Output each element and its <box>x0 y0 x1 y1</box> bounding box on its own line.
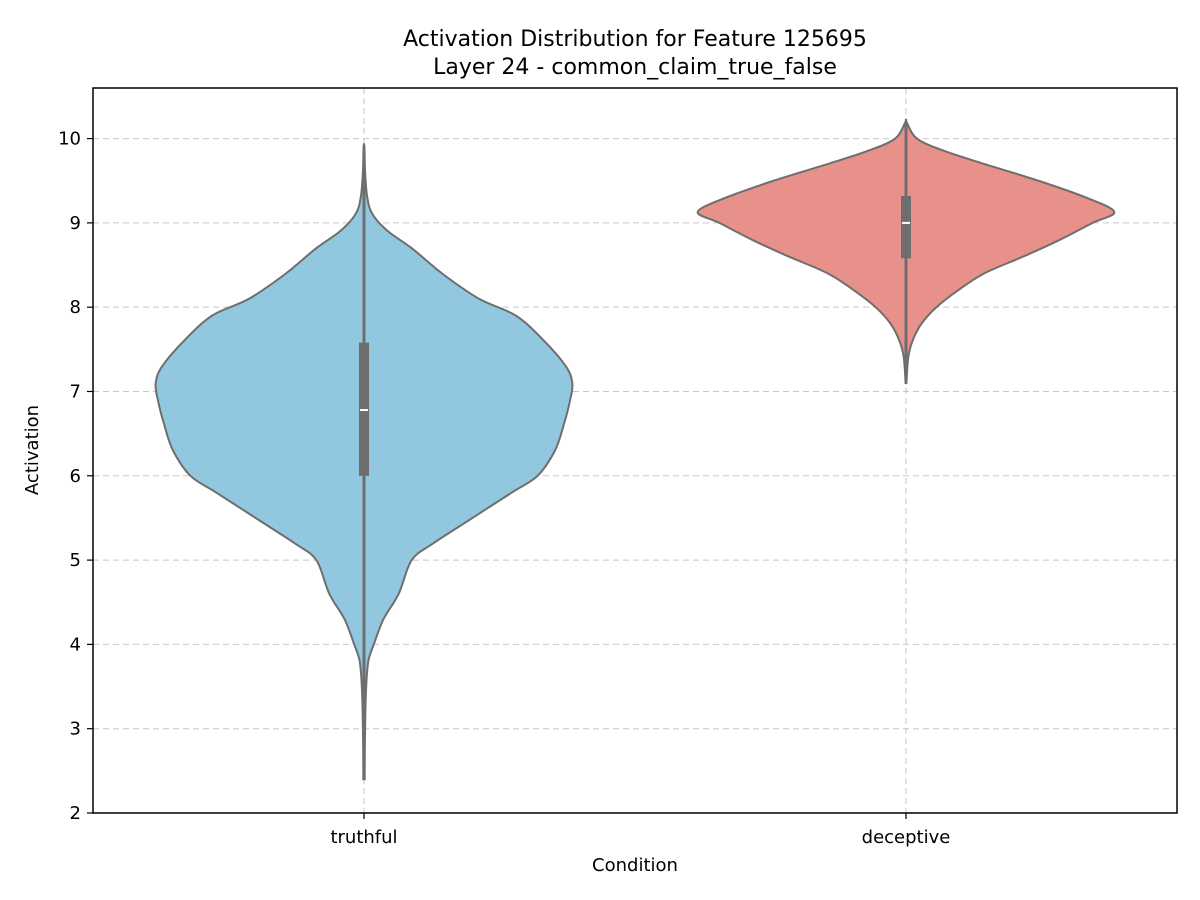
y-tick-label: 8 <box>70 297 81 318</box>
chart-title: Activation Distribution for Feature 1256… <box>403 27 867 52</box>
y-tick-label: 4 <box>70 634 81 655</box>
y-axis-label: Activation <box>22 405 43 495</box>
x-tick-label: truthful <box>330 827 397 848</box>
y-tick-label: 9 <box>70 213 81 234</box>
violin-deceptive <box>698 120 1115 384</box>
y-tick-label: 2 <box>70 803 81 824</box>
chart-subtitle: Layer 24 - common_claim_true_false <box>433 55 837 80</box>
x-tick-label: deceptive <box>862 827 951 848</box>
y-tick-label: 3 <box>70 719 81 740</box>
violin-layer <box>156 120 1115 780</box>
y-tick-label: 5 <box>70 550 81 571</box>
iqr-box-deceptive <box>901 196 911 258</box>
y-tick-label: 6 <box>70 466 81 487</box>
x-axis-label: Condition <box>592 855 678 876</box>
y-tick-label: 7 <box>70 381 81 402</box>
y-tick-label: 10 <box>58 129 81 150</box>
violin-truthful <box>156 144 573 779</box>
